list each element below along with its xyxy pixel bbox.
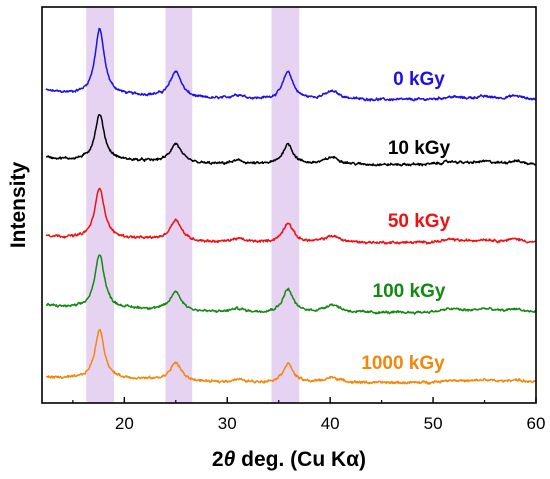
plot-frame xyxy=(41,6,537,404)
series-label-10-kgy: 10 kGy xyxy=(388,138,451,159)
series-labels: 0 kGy 10 kGy 50 kGy 100 kGy 1000 kGy xyxy=(361,69,450,374)
series-line-10-kgy xyxy=(45,113,537,167)
series-label-50-kgy: 50 kGy xyxy=(388,211,451,232)
series-traces xyxy=(45,27,537,385)
x-tick-label-30: 30 xyxy=(218,414,237,433)
x-tick-label-60: 60 xyxy=(527,414,546,433)
series-line-100-kgy xyxy=(45,254,537,315)
x-axis-title-var: 2 xyxy=(212,448,224,471)
series-line-50-kgy xyxy=(45,187,537,245)
series-label-100-kgy: 100 kGy xyxy=(373,281,446,302)
x-tick-label-40: 40 xyxy=(321,414,340,433)
series-label-0-kgy: 0 kGy xyxy=(393,69,445,90)
series-line-0-kgy xyxy=(45,27,536,102)
series-label-1000-kgy: 1000 kGy xyxy=(361,353,445,374)
series-line-1000-kgy xyxy=(45,328,536,385)
highlight-bands xyxy=(86,7,300,403)
x-tick-label-50: 50 xyxy=(424,414,443,433)
y-axis-title: Intensity xyxy=(7,162,30,249)
highlight-band-1 xyxy=(86,7,115,403)
highlight-band-3 xyxy=(271,7,300,403)
highlight-band-2 xyxy=(165,7,193,403)
x-axis-ticks: 20 30 40 50 60 xyxy=(72,397,546,433)
x-axis-title: 2θ deg. (Cu Kα) xyxy=(212,448,366,471)
x-axis-title-theta: θ xyxy=(224,448,236,471)
x-axis-title-rest: deg. (Cu Kα) xyxy=(235,448,366,471)
x-tick-label-20: 20 xyxy=(115,414,134,433)
